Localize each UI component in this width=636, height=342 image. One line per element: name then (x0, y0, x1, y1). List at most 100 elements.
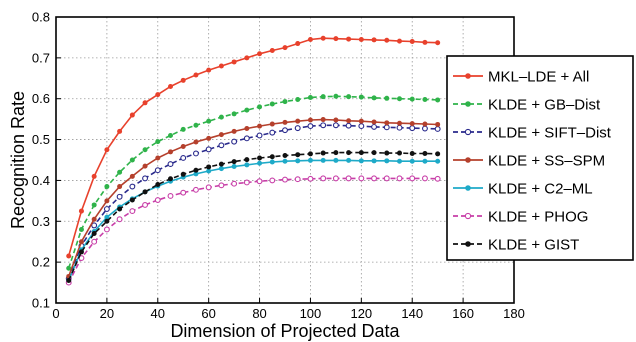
data-point (66, 278, 72, 284)
data-point (282, 99, 288, 105)
data-point (434, 175, 441, 182)
data-point (168, 176, 173, 182)
data-point (320, 94, 326, 100)
legend-swatch-marker (465, 241, 471, 247)
data-point (397, 150, 402, 156)
data-point (269, 48, 275, 54)
y-tick-label: 0.3 (32, 214, 50, 229)
data-point (345, 175, 352, 182)
data-point (397, 120, 402, 126)
data-point (155, 139, 161, 145)
legend-label: KLDE + SIFT–Dist (488, 125, 612, 142)
data-point (346, 150, 352, 156)
data-point (206, 67, 212, 73)
series-line (67, 124, 438, 279)
data-point (129, 208, 136, 215)
x-tick-label: 100 (300, 306, 322, 321)
data-point (104, 147, 110, 153)
legend-item: KLDE + SS–SPM (453, 153, 605, 170)
data-point (168, 149, 173, 155)
data-point (295, 41, 301, 47)
axis-ticks: 0 20 40 60 80 100 120 140 160 180 0.1 0.2 0.3 0.4 0.5 0… (32, 10, 525, 322)
legend-label: MKL–LDE + All (488, 69, 589, 86)
data-point (231, 180, 238, 187)
data-point (346, 36, 352, 42)
series-group (65, 175, 441, 286)
data-point (371, 119, 377, 125)
y-axis-title: Recognition Rate (8, 91, 28, 229)
data-point (422, 39, 428, 45)
data-point (282, 127, 288, 134)
data-point (218, 114, 224, 120)
data-point (397, 38, 402, 44)
data-point (333, 157, 339, 163)
data-point (257, 160, 263, 166)
data-point (384, 120, 390, 126)
x-tick-label: 120 (350, 306, 372, 321)
data-point (421, 175, 428, 182)
series-group (66, 93, 441, 271)
data-point (218, 166, 224, 172)
data-point (104, 214, 110, 220)
data-point (269, 129, 276, 136)
data-point (180, 171, 186, 177)
legend-item: KLDE + SIFT–Dist (453, 125, 612, 142)
data-point (358, 175, 365, 182)
data-point (117, 169, 123, 175)
data-point (434, 125, 441, 132)
data-point (358, 123, 365, 130)
x-tick-label: 20 (100, 306, 114, 321)
data-point (193, 72, 199, 78)
data-point (396, 175, 403, 182)
data-point (346, 157, 352, 163)
data-point (193, 171, 199, 177)
data-point (104, 184, 110, 190)
data-point (409, 158, 415, 164)
data-point (320, 122, 327, 129)
data-point (218, 161, 224, 167)
y-tick-label: 0.1 (32, 296, 50, 311)
data-point (383, 175, 390, 182)
data-point (409, 121, 415, 127)
x-tick-label: 40 (151, 306, 165, 321)
data-point (91, 231, 97, 237)
data-point (129, 183, 136, 190)
data-point (142, 175, 149, 182)
data-point (129, 197, 135, 203)
data-point (295, 152, 301, 158)
legend-label: KLDE + GB–Dist (488, 97, 601, 114)
data-point (307, 117, 313, 123)
legend-item: KLDE + PHOG (453, 209, 588, 226)
data-point (206, 168, 212, 174)
data-point (142, 189, 148, 195)
data-point (358, 150, 364, 156)
data-point (422, 97, 428, 103)
legend-swatch-marker (464, 128, 472, 136)
data-point (282, 45, 288, 51)
data-point (384, 95, 390, 101)
series-line (67, 151, 438, 281)
data-point (294, 176, 301, 183)
data-point (218, 63, 224, 69)
data-point (256, 132, 263, 139)
data-point (192, 150, 199, 157)
data-point (154, 167, 161, 174)
y-tick-label: 0.8 (32, 10, 50, 25)
data-point (168, 83, 173, 89)
data-point (371, 150, 377, 156)
data-point (422, 121, 428, 127)
data-point (409, 150, 415, 156)
data-point (282, 119, 288, 125)
data-point (206, 164, 212, 170)
data-point (294, 125, 301, 132)
data-point (243, 179, 250, 186)
legend-label: KLDE + PHOG (488, 209, 588, 226)
y-tick-label: 0.6 (32, 91, 50, 106)
data-point (435, 97, 441, 103)
data-point (307, 157, 313, 163)
y-tick-label: 0.4 (32, 173, 50, 188)
y-tick-label: 0.7 (32, 50, 50, 65)
series-line (67, 37, 438, 257)
data-point (218, 182, 225, 189)
data-point (116, 193, 123, 200)
